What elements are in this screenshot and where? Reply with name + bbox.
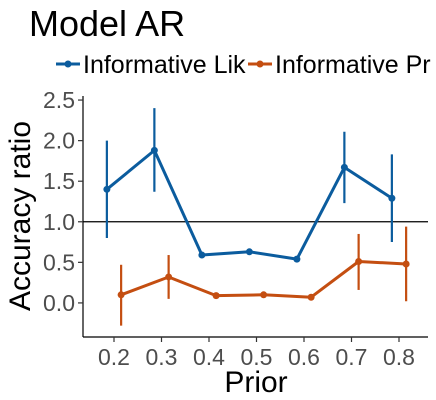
data-point [198,251,206,259]
legend-label: Informative Pr [275,51,431,79]
chart-title: Model AR [29,3,185,44]
data-point [150,146,158,154]
data-point [340,163,348,171]
plot-area: 0.0 0.5 1.0 1.5 2.0 2.5 0.2 0.3 0.4 0.5 0.6 0.7 0.8 [43,87,428,370]
data-point [212,292,220,300]
data-point [245,248,253,256]
legend-item-informative-lik: Informative Lik [56,51,246,79]
y-tick-label: 0.5 [43,249,75,275]
legend-swatch-point [256,60,264,68]
series-line [105,148,393,261]
data-point [103,185,111,193]
x-tick-label: 0.7 [336,344,368,370]
x-tick-label: 0.2 [98,344,130,370]
y-tick-label: 0.0 [43,290,75,316]
data-point [388,194,396,202]
data-point [117,291,125,299]
legend-swatch-point [64,60,72,68]
data-point [402,260,410,268]
y-axis-title: Accuracy ratio [4,121,37,311]
x-axis-title: Prior [224,366,287,399]
y-tick-label: 1.0 [43,209,75,235]
data-point [307,293,315,301]
x-tick-label: 0.5 [241,344,273,370]
x-tick-label: 0.8 [383,344,415,370]
series-informative-lik [103,108,396,263]
data-point [260,291,268,299]
y-tick-label: 1.5 [43,168,75,194]
x-tick-label: 0.6 [288,344,320,370]
x-tick-label: 0.4 [193,344,225,370]
y-tick-label: 2.0 [43,128,75,154]
legend-item-informative-pr: Informative Pr [248,51,431,79]
data-point [165,273,173,281]
data-point [355,258,363,266]
legend-label: Informative Lik [83,51,246,79]
y-tick-label: 2.5 [43,87,75,113]
x-tick-label: 0.3 [146,344,178,370]
legend: Informative Lik Informative Pr [56,51,431,79]
series-informative-pr [117,226,410,326]
data-point [293,255,301,263]
